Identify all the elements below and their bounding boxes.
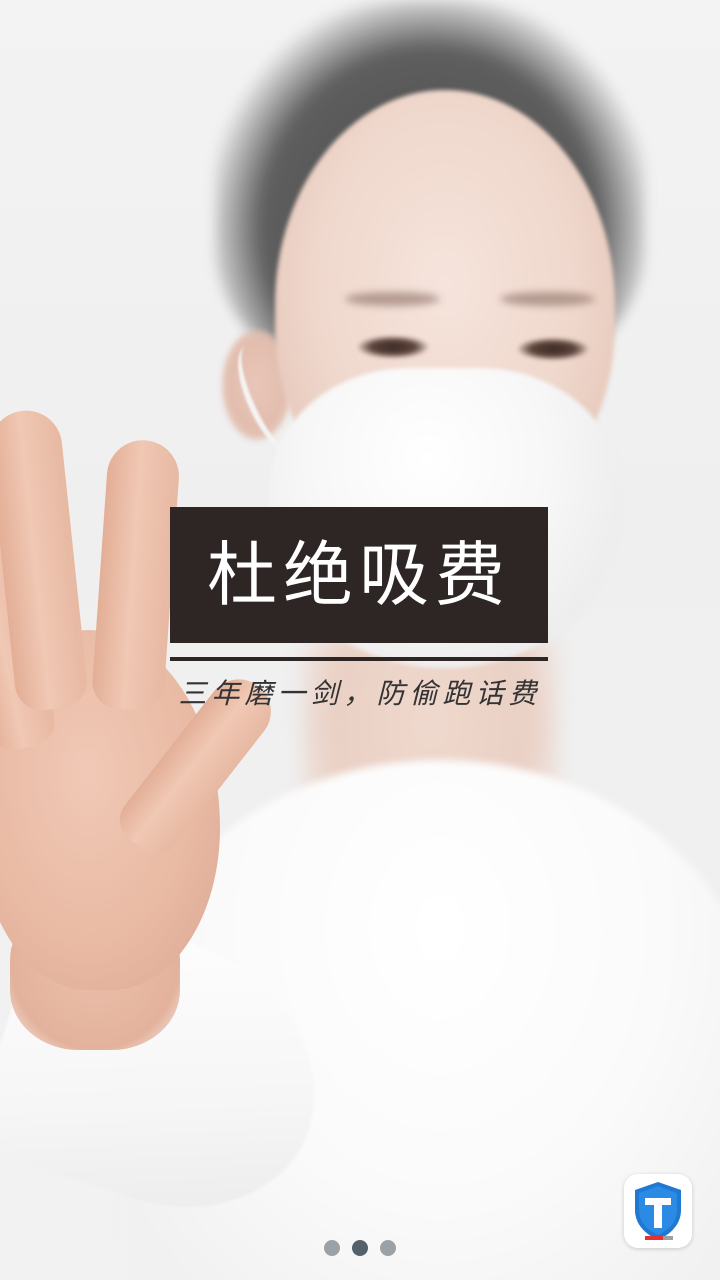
left-eye [358, 336, 428, 358]
headline-box: 杜绝吸费 [170, 507, 548, 643]
headline-underline [170, 657, 548, 661]
pager-dot-3 [380, 1240, 396, 1256]
right-eye [518, 338, 588, 360]
headline: 杜绝吸费 [207, 534, 511, 616]
shield-t-icon [635, 1182, 681, 1240]
left-brow [345, 292, 440, 306]
pager-dot-1 [324, 1240, 340, 1256]
ring-finger [0, 407, 90, 713]
tagline: 三年磨一剑，防偷跑话费 [178, 677, 542, 710]
right-brow [500, 292, 595, 306]
app-logo[interactable] [624, 1174, 692, 1248]
pager-dot-2 [352, 1240, 368, 1256]
pager-indicator [0, 1240, 720, 1256]
